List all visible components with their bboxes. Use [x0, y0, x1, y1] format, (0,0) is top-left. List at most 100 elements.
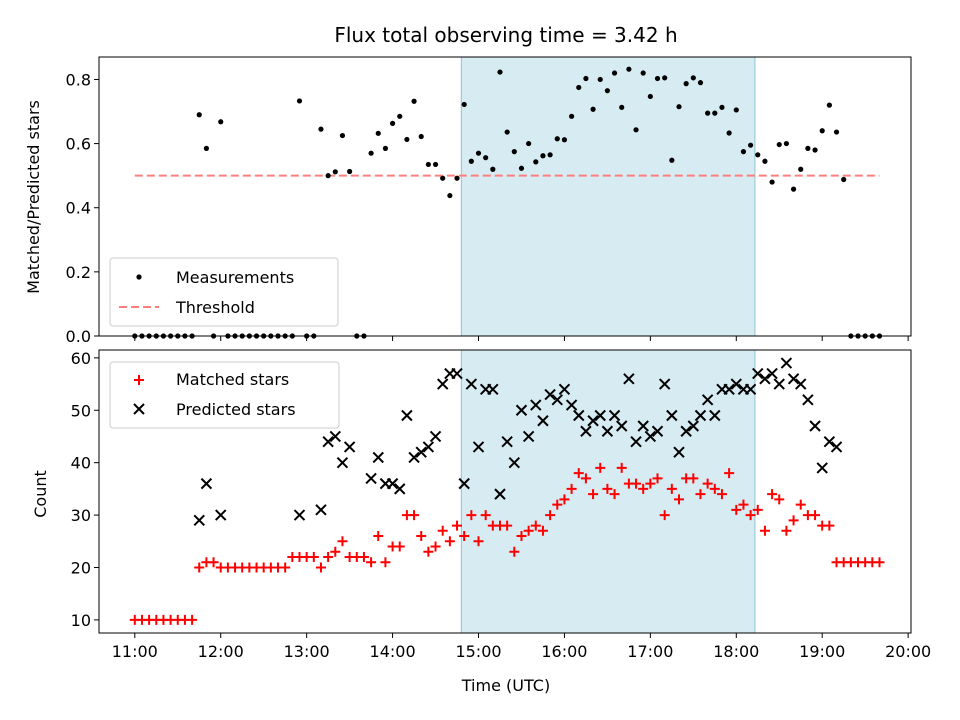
count-plot-area	[129, 357, 885, 625]
matched-stars-point	[502, 520, 513, 531]
legend-matched-label: Matched stars	[176, 370, 289, 389]
predicted-stars-point	[766, 367, 778, 380]
measurement-point	[812, 147, 818, 153]
predicted-stars-point	[537, 415, 549, 427]
predicted-stars-point	[694, 409, 707, 422]
measurement-point	[697, 80, 704, 86]
predicted-stars-point	[666, 409, 678, 422]
predicted-stars-point	[780, 357, 793, 369]
y-tick-label: 0.4	[66, 199, 91, 218]
ratio-legend: Measurements Threshold	[109, 257, 339, 327]
matched-stars-point	[308, 552, 319, 563]
matched-stars-point	[380, 557, 391, 568]
predicted-stars-point	[573, 409, 585, 422]
measurement-point	[389, 120, 396, 126]
matched-stars-point	[795, 499, 806, 510]
matched-stars-point	[781, 525, 792, 536]
matched-stars-point	[674, 494, 684, 505]
predicted-stars-point	[365, 472, 377, 485]
matched-stars-point	[523, 525, 534, 536]
matched-stars-point	[724, 468, 735, 479]
predicted-stars-point	[394, 483, 406, 495]
predicted-stars-point	[215, 509, 227, 521]
measurement-point	[325, 173, 331, 179]
measurement-point	[590, 106, 596, 112]
predicted-stars-point	[673, 446, 685, 458]
predicted-stars-point	[594, 409, 606, 422]
predicted-stars-point	[601, 425, 614, 437]
predicted-stars-point	[759, 373, 771, 385]
predicted-stars-point	[787, 373, 800, 385]
y-tick-label: 60	[71, 349, 91, 368]
measurement-point	[576, 84, 582, 91]
count-legend-box	[109, 361, 340, 429]
matched-stars-point	[788, 515, 799, 526]
predicted-stars-point	[408, 451, 420, 464]
predicted-stars-point	[415, 446, 427, 458]
predicted-stars-point	[630, 436, 642, 448]
measurement-point	[769, 179, 775, 185]
measurement-point	[740, 149, 747, 155]
ratio-legend-box	[109, 257, 339, 327]
matched-stars-point	[752, 504, 763, 515]
matched-stars-point	[580, 473, 591, 484]
x-tick-label: 12:00	[198, 642, 244, 661]
predicted-stars-point	[823, 436, 836, 448]
measurement-point	[440, 175, 446, 181]
matched-stars-point	[716, 489, 727, 500]
matched-stars-point	[480, 510, 491, 521]
predicted-stars-point	[322, 436, 334, 448]
predicted-stars-point	[587, 415, 599, 427]
y-tick-label: 50	[71, 401, 91, 420]
measurement-point	[454, 175, 460, 181]
y-tick-label: 40	[71, 454, 91, 473]
matched-stars-point	[509, 546, 520, 557]
matched-stars-point	[466, 510, 477, 521]
x-tick-label: 20:00	[885, 642, 931, 661]
count-tick-marks: 11:00 12:00 13:00 14:00 15:00 16:00 17:00 18:00…	[71, 349, 932, 661]
observing-window-shade	[460, 56, 756, 337]
predicted-stars-point	[709, 409, 721, 422]
matched-stars-point	[745, 510, 756, 521]
predicted-stars-point	[508, 456, 521, 469]
measurement-point	[683, 81, 689, 87]
x-tick-label: 17:00	[627, 642, 673, 661]
matched-stars-point	[366, 557, 377, 568]
measurement-point	[798, 166, 804, 172]
measurement-point	[776, 141, 782, 148]
measurement-point	[676, 104, 682, 110]
matched-stars-point	[631, 478, 642, 489]
predicted-stars-point	[658, 378, 671, 390]
measurement-point	[483, 155, 489, 161]
predicted-stars-point	[830, 441, 843, 453]
matched-stars-point	[559, 494, 570, 505]
measurement-point	[332, 169, 338, 175]
predicted-stars-point	[795, 378, 807, 390]
predicted-stars-point	[623, 373, 635, 385]
measurement-point	[504, 129, 510, 135]
measurement-point	[382, 145, 389, 151]
measurement-point	[432, 161, 439, 168]
matched-stars-point	[516, 531, 527, 542]
measurement-point	[511, 149, 517, 155]
predicted-stars-point	[193, 514, 205, 527]
predicted-stars-point	[200, 477, 213, 490]
y-tick-label: 0.0	[66, 327, 91, 346]
x-tick-label: 18:00	[713, 642, 759, 661]
matched-stars-point	[208, 557, 219, 568]
measurement-point	[554, 136, 560, 142]
matched-stars-point	[638, 483, 649, 494]
measurement-point	[447, 192, 453, 199]
matched-stars-point	[430, 541, 441, 552]
measurement-point	[633, 127, 639, 133]
measurement-point	[404, 136, 410, 143]
matched-stars-point	[394, 541, 405, 552]
matched-stars-point	[452, 520, 463, 531]
count-axes-frame	[98, 349, 912, 634]
y-tick-label: 10	[71, 611, 91, 630]
matched-stars-point	[688, 473, 699, 484]
ratio-tick-marks: 0.0 0.2 0.4 0.6 0.8	[66, 70, 909, 346]
matched-stars-point	[194, 562, 205, 573]
measurement-point	[318, 126, 324, 132]
predicted-stars-point	[530, 399, 542, 411]
